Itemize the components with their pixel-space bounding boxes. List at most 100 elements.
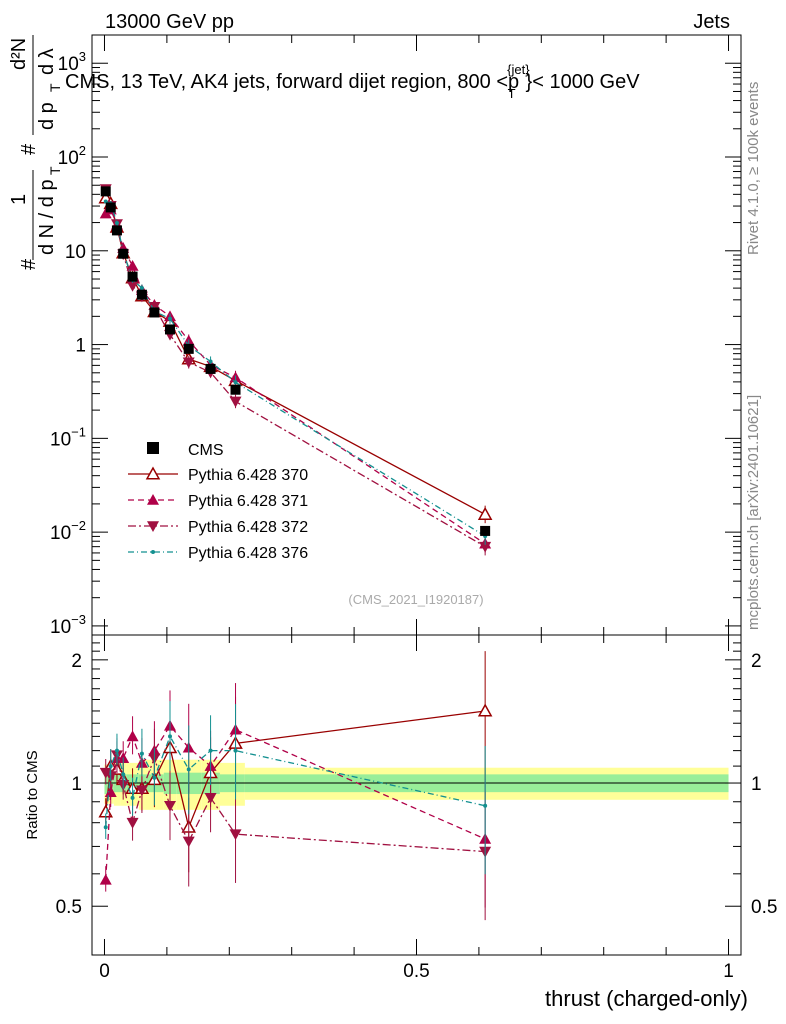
y-tick-base: 10 bbox=[50, 617, 71, 638]
main-marker bbox=[168, 316, 173, 321]
x-tick-label: 0 bbox=[99, 961, 110, 982]
y-tick-label: 1 bbox=[75, 336, 86, 357]
header-right: Jets bbox=[693, 11, 730, 33]
ratio-marker bbox=[186, 767, 191, 772]
cms-data-point bbox=[136, 289, 147, 300]
y-tick-label: 10−1 bbox=[50, 424, 86, 450]
legend-cms-marker bbox=[147, 442, 159, 454]
y-tick-label: 10−3 bbox=[50, 612, 86, 638]
y-tick-exp: 2 bbox=[79, 143, 86, 158]
cms-data-point bbox=[205, 363, 216, 374]
main-marker bbox=[229, 396, 242, 408]
x-axis-label: thrust (charged-only) bbox=[545, 986, 748, 1011]
plot-title-end: }< 1000 GeV bbox=[526, 71, 641, 93]
main-marker bbox=[139, 285, 144, 290]
y-tick-exp: −2 bbox=[71, 518, 86, 533]
main-marker bbox=[479, 541, 492, 553]
ratio-marker bbox=[114, 748, 119, 753]
ylabel-hash-2: # bbox=[18, 143, 40, 155]
y-tick-base: 10 bbox=[50, 523, 71, 544]
cms-data-layer bbox=[100, 186, 491, 536]
plot-title-sup: {jet} bbox=[507, 62, 530, 77]
ratio-marker bbox=[108, 764, 113, 769]
ratio-marker bbox=[121, 772, 126, 777]
ratio-tick-label: 1 bbox=[71, 774, 82, 795]
cms-data-point bbox=[105, 202, 116, 213]
cms-data-point bbox=[118, 248, 129, 259]
ratio-tick-label-right: 0.5 bbox=[751, 897, 777, 918]
ratio-ylabel: Ratio to CMS bbox=[24, 750, 41, 839]
main-marker bbox=[233, 380, 238, 385]
main-series-line bbox=[105, 200, 486, 537]
ylabel-den: d p bbox=[36, 102, 58, 130]
ratio-tick-label: 0.5 bbox=[56, 897, 82, 918]
cms-data-point bbox=[480, 525, 491, 536]
y-tick-label: 103 bbox=[58, 49, 86, 75]
ratio-marker bbox=[103, 825, 108, 830]
ratio-marker bbox=[168, 734, 173, 739]
ratio-marker bbox=[233, 748, 238, 753]
ratio-series-line bbox=[105, 724, 486, 880]
cms-data-point bbox=[165, 324, 176, 335]
legend-cms-label: CMS bbox=[188, 442, 224, 459]
y-tick-exp: −3 bbox=[71, 612, 86, 627]
y-tick-exp: −1 bbox=[71, 424, 86, 439]
y-tick-label: 102 bbox=[58, 143, 86, 169]
ylabel-dN: d N / d p bbox=[36, 179, 58, 255]
ratio-marker bbox=[126, 730, 139, 742]
ratio-marker bbox=[152, 775, 157, 780]
main-marker bbox=[477, 506, 493, 520]
ratio-marker bbox=[182, 836, 195, 848]
ratio-marker bbox=[229, 829, 242, 841]
y-tick-label: 10−2 bbox=[50, 518, 86, 544]
legend-label: Pythia 6.428 371 bbox=[188, 493, 308, 510]
legend-label: Pythia 6.428 376 bbox=[188, 545, 308, 562]
rivet-text: Rivet 4.1.0, ≥ 100k events bbox=[745, 82, 762, 255]
main-marker bbox=[208, 359, 213, 364]
legend-marker bbox=[147, 494, 159, 505]
x-axis-ticks: 0 0.5 1 bbox=[99, 35, 734, 982]
x-tick-label: 1 bbox=[723, 961, 734, 982]
y-tick-base: 10 bbox=[58, 148, 79, 169]
ratio-axis-ticks: 0.5 0.5 1 1 2 2 bbox=[56, 642, 777, 918]
plot-title-sub: T bbox=[508, 86, 516, 101]
ratio-marker bbox=[99, 873, 112, 885]
side-label-rivet: Rivet 4.1.0, ≥ 100k events bbox=[745, 82, 762, 255]
ratio-marker bbox=[477, 703, 493, 717]
ylabel-T: T bbox=[47, 166, 63, 175]
ratio-marker bbox=[126, 817, 139, 829]
ylabel-one: 1 bbox=[8, 194, 30, 205]
y-tick-exp: 3 bbox=[79, 49, 86, 64]
legend-label: Pythia 6.428 372 bbox=[188, 519, 308, 536]
y-tick-base: 10 bbox=[50, 429, 71, 450]
ratio-ylabel-text: Ratio to CMS bbox=[24, 750, 41, 839]
ylabel-num: d²N bbox=[8, 38, 30, 70]
ylabel-den2: d λ bbox=[36, 48, 58, 75]
ratio-marker bbox=[130, 795, 135, 800]
main-marker bbox=[114, 220, 119, 225]
ratio-marker bbox=[99, 767, 112, 779]
plot-title: CMS, 13 TeV, AK4 jets, forward dijet reg… bbox=[65, 62, 640, 101]
ratio-tick-label-right: 1 bbox=[751, 774, 762, 795]
ylabel-T2: T bbox=[47, 83, 63, 92]
ratio-marker bbox=[164, 800, 177, 812]
legend-label: Pythia 6.428 370 bbox=[188, 467, 308, 484]
ratio-series-line bbox=[105, 754, 486, 853]
cms-data-point bbox=[149, 307, 160, 318]
main-marker bbox=[182, 357, 195, 369]
ratio-marker bbox=[204, 793, 217, 804]
legend-marker bbox=[145, 466, 161, 480]
ratio-series-layer bbox=[98, 651, 493, 921]
cms-data-point bbox=[111, 225, 122, 236]
ratio-marker bbox=[208, 748, 213, 753]
plot-title-main: CMS, 13 TeV, AK4 jets, forward dijet reg… bbox=[65, 71, 519, 93]
cms-data-point bbox=[230, 384, 241, 395]
legend-marker bbox=[147, 521, 159, 532]
mcplots-text: mcplots.cern.ch [arXiv:2401.10621] bbox=[745, 395, 762, 630]
legend-marker bbox=[151, 550, 155, 554]
main-marker bbox=[126, 280, 139, 292]
cms-data-point bbox=[100, 186, 111, 197]
main-marker bbox=[126, 259, 139, 271]
